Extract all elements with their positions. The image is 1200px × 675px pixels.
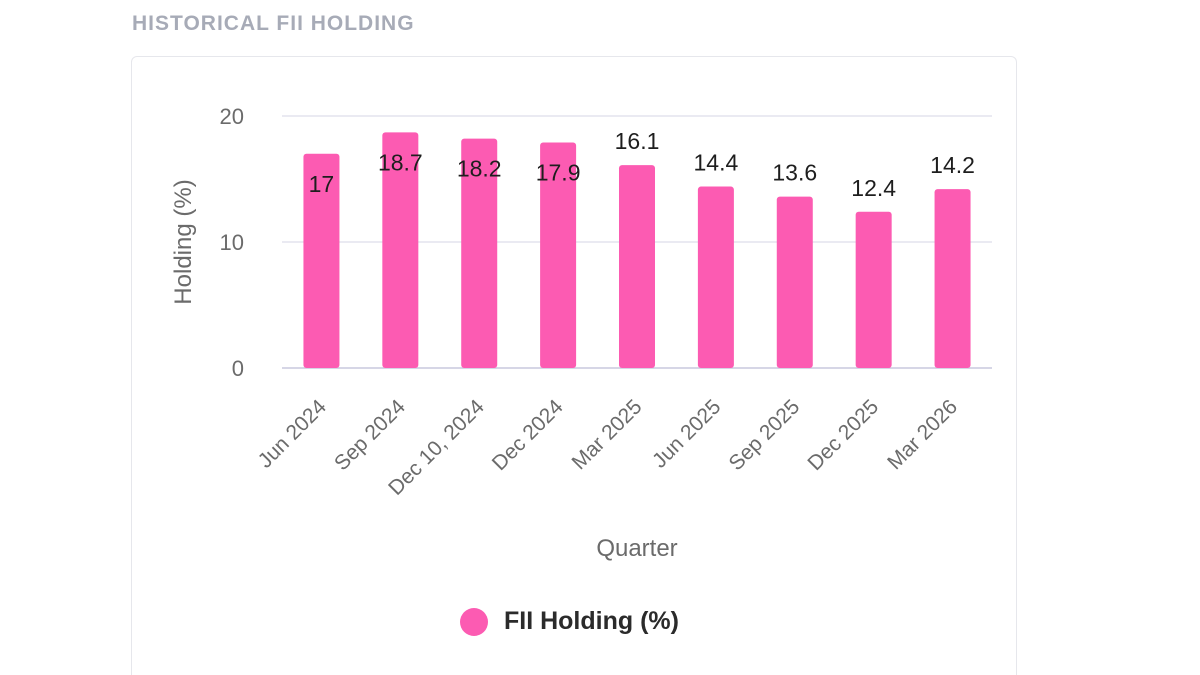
x-tick-label: Jun 2024 <box>254 395 332 473</box>
data-label: 14.2 <box>930 152 975 178</box>
y-tick-label: 20 <box>220 104 244 129</box>
bar[interactable] <box>382 132 419 368</box>
x-tick-label: Mar 2025 <box>568 395 647 474</box>
data-label: 17 <box>309 171 335 197</box>
bar[interactable] <box>776 196 813 368</box>
x-tick-label: Jun 2025 <box>648 395 725 472</box>
data-label: 18.2 <box>457 156 502 182</box>
legend[interactable]: FII Holding (%) <box>460 607 679 636</box>
data-label: 13.6 <box>772 160 817 186</box>
y-tick-label: 0 <box>232 356 244 381</box>
x-tick-label: Mar 2026 <box>883 395 962 474</box>
data-label: 18.7 <box>378 149 423 175</box>
bar[interactable] <box>934 189 971 368</box>
y-tick-labels: 0 10 20 <box>220 104 244 381</box>
bar[interactable] <box>303 153 340 368</box>
x-tick-label: Sep 2025 <box>724 395 804 475</box>
bar[interactable] <box>697 186 734 368</box>
data-labels: 17 18.7 18.2 17.9 16.1 14.4 13.6 12.4 14.2 <box>309 128 975 201</box>
x-tick-label: Dec 2024 <box>488 395 568 475</box>
bar[interactable] <box>619 165 655 368</box>
bar[interactable] <box>461 138 498 368</box>
data-label: 16.1 <box>615 128 660 154</box>
bars <box>303 132 971 368</box>
bar[interactable] <box>540 142 577 368</box>
data-label: 12.4 <box>851 175 896 201</box>
x-tick-label: Sep 2024 <box>330 395 410 475</box>
legend-label: FII Holding (%) <box>504 607 679 635</box>
section-title: HISTORICAL FII HOLDING <box>132 12 415 35</box>
y-tick-label: 10 <box>220 230 244 255</box>
x-axis-label: Quarter <box>596 535 677 562</box>
data-label: 14.4 <box>694 150 739 176</box>
x-tick-label: Dec 2025 <box>803 395 883 475</box>
data-label: 17.9 <box>536 159 581 185</box>
legend-swatch <box>460 607 488 636</box>
y-axis-label: Holding (%) <box>170 179 197 304</box>
bar[interactable] <box>855 211 892 368</box>
